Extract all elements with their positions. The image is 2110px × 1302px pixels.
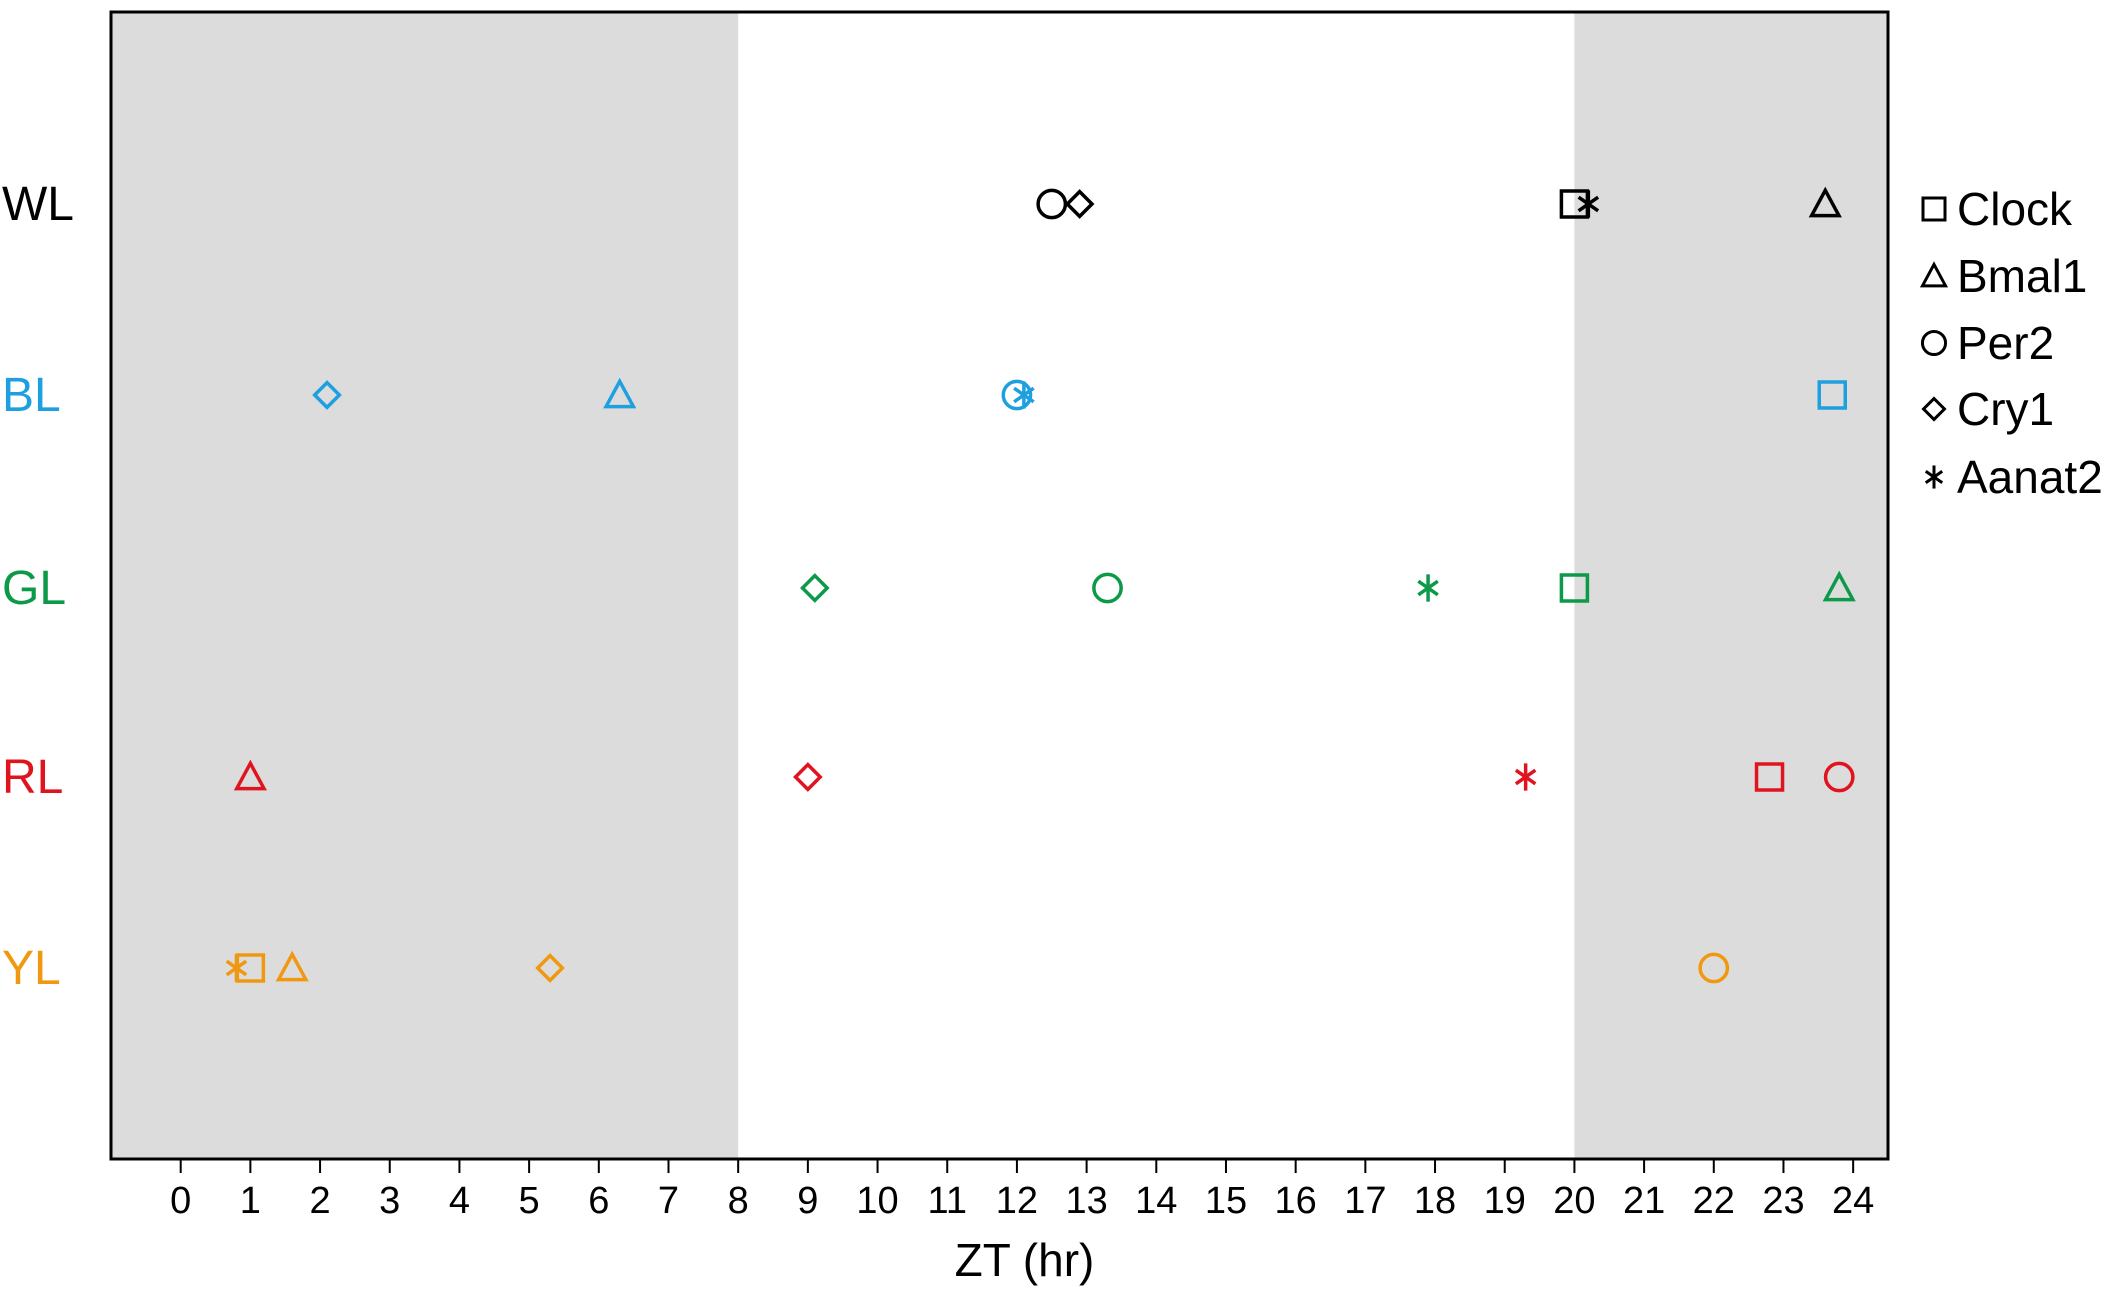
- legend-marker-aanat2: [1924, 465, 1944, 489]
- point-wl-bmal1: [1808, 186, 1842, 218]
- x-tick-label: 7: [658, 1180, 679, 1222]
- legend-item-per2: Per2: [1920, 317, 2054, 369]
- point-rl-per2: [1823, 761, 1855, 793]
- point-rl-clock: [1754, 762, 1785, 792]
- row-label-bl: BL: [2, 369, 61, 422]
- legend-item-cry1: Cry1: [1921, 383, 2054, 435]
- point-yl-per2: [1698, 952, 1730, 984]
- legend-marker-clock: [1921, 196, 1947, 222]
- point-rl-bmal1: [233, 759, 267, 791]
- x-tick-label: 8: [728, 1180, 749, 1222]
- legend-item-clock: Clock: [1921, 183, 2073, 235]
- x-tick-label: 5: [519, 1180, 540, 1222]
- point-rl-cry1: [793, 762, 823, 792]
- row-label-gl: GL: [2, 562, 66, 615]
- row-label-rl: RL: [2, 751, 63, 804]
- point-wl-cry1: [1064, 189, 1095, 219]
- point-bl-clock: [1817, 380, 1848, 410]
- legend-item-bmal1: Bmal1: [1919, 250, 2087, 302]
- point-bl-aanat2: [1013, 381, 1035, 409]
- x-tick-label: 13: [1065, 1180, 1107, 1222]
- legend-label-bmal1: Bmal1: [1957, 250, 2087, 302]
- x-axis: 0 1 2 3 4 5 6 7 8 9 10 11 12 13 14 15 16 17 18 19 20 21 22 23 24: [170, 1159, 1874, 1222]
- x-axis-label: ZT (hr): [955, 1234, 1095, 1286]
- point-yl-cry1: [535, 953, 565, 983]
- x-tick-label: 23: [1762, 1180, 1804, 1222]
- row-label-yl: YL: [2, 942, 61, 995]
- dark-period-1: [111, 12, 739, 1159]
- legend-label-per2: Per2: [1957, 317, 2054, 369]
- legend-item-aanat2: Aanat2: [1924, 451, 2103, 503]
- x-tick-label: 24: [1832, 1180, 1874, 1222]
- point-yl-bmal1: [275, 950, 309, 982]
- x-tick-label: 17: [1344, 1180, 1386, 1222]
- row-labels: WL BL GL RL YL: [2, 178, 74, 995]
- x-tick-label: 20: [1553, 1180, 1595, 1222]
- row-label-wl: WL: [2, 178, 74, 231]
- x-tick-label: 10: [856, 1180, 898, 1222]
- plot-frame: [109, 10, 1890, 1161]
- legend-label-aanat2: Aanat2: [1957, 451, 2103, 503]
- point-gl-per2: [1092, 572, 1123, 604]
- x-tick-label: 15: [1205, 1180, 1247, 1222]
- dark-period-shading: [111, 12, 1888, 1159]
- x-tick-label: 9: [797, 1180, 818, 1222]
- x-tick-label: 16: [1275, 1180, 1317, 1222]
- point-bl-bmal1: [603, 377, 637, 409]
- point-gl-clock: [1559, 573, 1590, 603]
- x-tick-label: 0: [170, 1180, 191, 1222]
- point-rl-aanat2: [1514, 763, 1537, 791]
- point-gl-bmal1: [1822, 570, 1856, 602]
- legend: Clock Bmal1 Per2 Cry1 Aanat2: [1919, 183, 2103, 503]
- legend-marker-bmal1: [1919, 261, 1949, 288]
- legend-label-clock: Clock: [1957, 183, 2073, 235]
- legend-label-cry1: Cry1: [1957, 383, 2054, 435]
- point-wl-aanat2: [1577, 190, 1600, 218]
- point-yl-aanat2: [225, 954, 248, 982]
- point-bl-cry1: [312, 380, 342, 410]
- legend-marker-cry1: [1921, 396, 1947, 422]
- x-tick-label: 6: [588, 1180, 609, 1222]
- x-tick-label: 1: [240, 1180, 261, 1222]
- point-gl-aanat2: [1417, 574, 1439, 602]
- x-tick-label: 11: [928, 1180, 967, 1222]
- x-tick-label: 21: [1623, 1180, 1665, 1222]
- legend-marker-per2: [1920, 329, 1948, 357]
- data-points: [225, 186, 1856, 984]
- x-tick-label: 22: [1693, 1180, 1735, 1222]
- x-tick-label: 19: [1484, 1180, 1526, 1222]
- point-bl-per2: [1001, 379, 1033, 411]
- point-gl-cry1: [800, 573, 830, 603]
- x-tick-label: 12: [996, 1180, 1038, 1222]
- point-wl-per2: [1036, 188, 1068, 220]
- x-tick-label: 3: [379, 1180, 400, 1222]
- x-tick-label: 4: [449, 1180, 470, 1222]
- dark-period-2: [1574, 12, 1888, 1159]
- x-tick-label: 2: [309, 1180, 330, 1222]
- x-tick-label: 18: [1414, 1180, 1456, 1222]
- x-tick-label: 14: [1135, 1180, 1177, 1222]
